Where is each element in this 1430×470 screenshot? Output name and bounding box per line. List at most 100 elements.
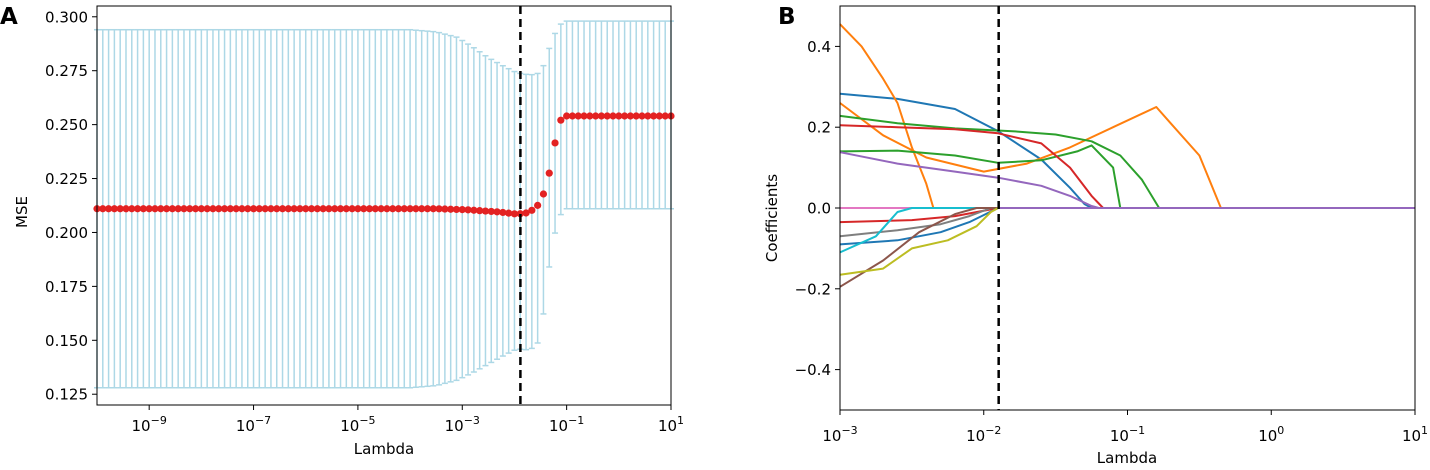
mse-point xyxy=(487,207,495,216)
mse-point xyxy=(464,206,472,214)
mse-point xyxy=(232,205,240,213)
mse-point xyxy=(133,205,142,213)
mse-point xyxy=(267,205,275,213)
y-tick-label: −0.2 xyxy=(795,280,831,298)
mse-point xyxy=(174,205,182,213)
panel-b-y-axis-ticks: −0.4 −0.2 0.0 0.2 0.4 xyxy=(795,38,840,379)
mse-point xyxy=(499,208,507,217)
y-tick-label: 0.300 xyxy=(45,8,88,26)
mse-point xyxy=(539,190,548,198)
mse-point xyxy=(116,205,124,213)
mse-point xyxy=(621,112,629,120)
mse-point xyxy=(186,205,194,213)
mse-point xyxy=(110,205,118,213)
mse-point xyxy=(418,205,426,213)
mse-point xyxy=(586,112,594,120)
x-tick-label: 10−1 xyxy=(1110,424,1145,445)
x-tick-label: 101 xyxy=(658,414,684,435)
mse-point xyxy=(545,169,553,177)
mse-point xyxy=(510,210,519,218)
panel-a-x-axis-label: Lambda xyxy=(354,440,414,458)
mse-point xyxy=(151,205,159,213)
mse-point xyxy=(122,205,130,213)
mse-point xyxy=(597,112,606,120)
mse-point xyxy=(493,208,501,216)
mse-point xyxy=(458,206,466,214)
y-tick-label: 0.4 xyxy=(807,38,831,56)
mse-point xyxy=(481,207,490,215)
mse-point xyxy=(650,112,658,120)
mse-point xyxy=(220,205,229,213)
mse-point xyxy=(423,205,432,213)
mse-point xyxy=(238,205,246,213)
panel-b-x-axis-ticks: 10−3 10−2 10−1 100 101 xyxy=(822,410,1428,445)
mse-point xyxy=(209,205,217,213)
mse-point xyxy=(528,206,536,214)
mse-point xyxy=(435,205,443,213)
mse-point xyxy=(162,205,171,213)
x-tick-label: 10−3 xyxy=(822,424,857,445)
mse-point xyxy=(191,205,200,213)
coefficient-path-blue xyxy=(839,92,1415,209)
mse-point xyxy=(302,205,310,213)
y-tick-label: 0.225 xyxy=(45,170,88,188)
mse-point xyxy=(226,205,234,213)
mse-point xyxy=(568,112,577,120)
y-tick-label: 0.2 xyxy=(807,119,831,137)
mse-point xyxy=(203,205,211,213)
mse-point xyxy=(615,112,623,120)
x-tick-label: 10−1 xyxy=(549,414,584,435)
mse-point xyxy=(626,112,635,120)
mse-point xyxy=(365,205,374,213)
x-tick-label: 10−7 xyxy=(236,414,271,435)
mse-point xyxy=(609,112,617,120)
mse-point xyxy=(452,205,461,214)
panel-b-y-axis-label: Coefficients xyxy=(763,174,781,262)
mse-point xyxy=(534,201,542,209)
mse-point xyxy=(325,205,333,213)
mse-point xyxy=(441,205,449,213)
mse-point xyxy=(574,112,582,120)
mse-point xyxy=(104,205,113,213)
mse-point xyxy=(522,209,530,217)
mse-point xyxy=(394,205,403,213)
mse-point xyxy=(180,205,188,213)
mse-point xyxy=(313,205,321,213)
coefficient-path-red-neg xyxy=(839,207,1415,224)
mse-point xyxy=(197,205,205,213)
mse-point xyxy=(400,205,408,213)
panel-a-y-axis-label: MSE xyxy=(13,196,31,228)
coefficient-path-green xyxy=(839,114,1415,209)
mse-point xyxy=(348,205,356,213)
mse-point xyxy=(377,205,385,213)
y-tick-label: 0.0 xyxy=(807,200,831,218)
mse-point xyxy=(406,205,414,213)
mse-point xyxy=(580,112,588,120)
mse-point xyxy=(429,205,437,213)
mse-point xyxy=(278,205,287,213)
coefficient-path-orange-2 xyxy=(839,102,1415,209)
mse-point xyxy=(655,112,664,120)
mse-point xyxy=(307,205,316,213)
panel-a-x-axis-ticks: 10−9 10−7 10−5 10−3 10−1 101 xyxy=(132,405,684,435)
mse-point xyxy=(145,205,153,213)
coefficient-path-green-2 xyxy=(839,144,1415,209)
coefficient-path-orange xyxy=(839,23,1415,209)
mse-point xyxy=(319,205,327,213)
mse-point xyxy=(412,205,420,213)
mse-point xyxy=(244,205,252,213)
mse-point xyxy=(632,112,640,120)
x-tick-label: 100 xyxy=(1258,424,1284,445)
y-tick-label: 0.275 xyxy=(45,62,88,80)
mse-point xyxy=(168,205,176,213)
x-tick-label: 10−2 xyxy=(966,424,1001,445)
mse-point xyxy=(139,205,147,213)
coefficient-path-gray xyxy=(839,207,1415,238)
mse-point xyxy=(336,205,345,213)
mse-point xyxy=(644,112,652,120)
mse-point xyxy=(592,112,600,120)
mse-point xyxy=(638,112,646,120)
x-tick-label: 10−3 xyxy=(445,414,480,435)
mse-point xyxy=(603,112,611,120)
